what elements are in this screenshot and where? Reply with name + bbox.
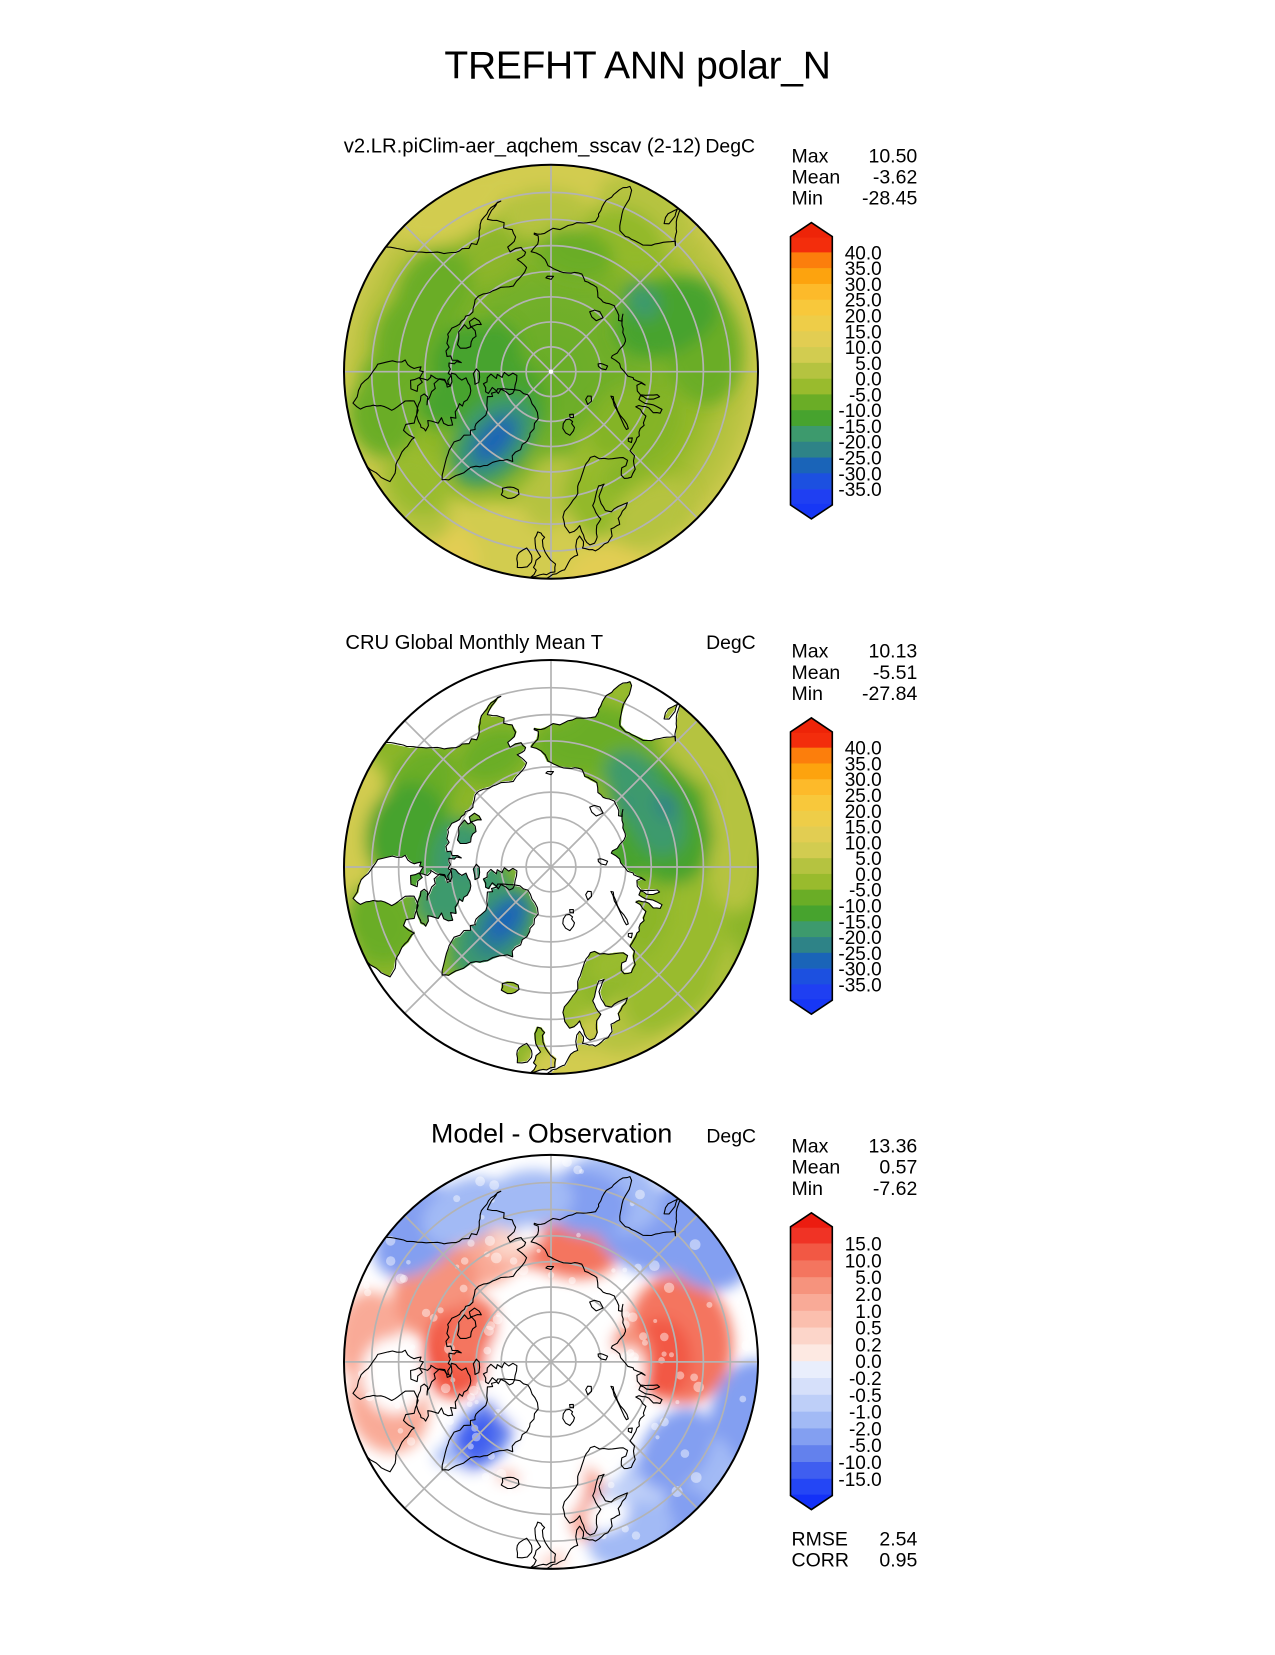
svg-text:Mean: Mean (792, 1157, 841, 1179)
svg-text:10.0: 10.0 (845, 1251, 882, 1272)
svg-text:25.0: 25.0 (845, 786, 882, 807)
svg-text:-30.0: -30.0 (838, 960, 881, 981)
svg-text:Mean: Mean (792, 167, 841, 189)
svg-text:-20.0: -20.0 (838, 433, 881, 454)
svg-text:CRU Global Monthly Mean T: CRU Global Monthly Mean T (345, 632, 603, 654)
svg-text:35.0: 35.0 (845, 259, 882, 280)
svg-text:40.0: 40.0 (845, 243, 882, 264)
svg-text:-2.0: -2.0 (849, 1419, 882, 1440)
svg-text:-35.0: -35.0 (838, 480, 881, 501)
svg-text:0.0: 0.0 (855, 370, 881, 391)
svg-text:CORR: CORR (792, 1550, 849, 1572)
svg-text:Model - Observation: Model - Observation (431, 1119, 672, 1149)
svg-text:-15.0: -15.0 (838, 1470, 881, 1491)
svg-text:13.36: 13.36 (868, 1136, 917, 1158)
svg-text:-15.0: -15.0 (838, 912, 881, 933)
svg-text:-27.84: -27.84 (862, 683, 917, 705)
svg-text:10.0: 10.0 (845, 833, 882, 854)
svg-text:15.0: 15.0 (845, 1235, 882, 1256)
svg-text:Mean: Mean (792, 662, 841, 684)
svg-text:DegC: DegC (705, 135, 755, 157)
svg-text:DegC: DegC (706, 632, 756, 654)
svg-text:30.0: 30.0 (845, 275, 882, 296)
svg-text:30.0: 30.0 (845, 770, 882, 791)
svg-text:-5.0: -5.0 (849, 1436, 882, 1457)
svg-text:10.50: 10.50 (868, 145, 917, 167)
svg-text:0.57: 0.57 (879, 1157, 917, 1179)
svg-text:5.0: 5.0 (855, 354, 881, 375)
svg-text:0.95: 0.95 (879, 1550, 917, 1572)
svg-text:0.5: 0.5 (855, 1319, 881, 1340)
svg-text:-35.0: -35.0 (838, 975, 881, 996)
svg-text:25.0: 25.0 (845, 291, 882, 312)
svg-text:RMSE: RMSE (792, 1529, 848, 1551)
svg-text:Min: Min (792, 188, 823, 210)
svg-text:-0.2: -0.2 (849, 1369, 882, 1390)
svg-text:10.13: 10.13 (868, 641, 917, 663)
svg-text:-5.0: -5.0 (849, 881, 882, 902)
svg-text:TREFHT ANN polar_N: TREFHT ANN polar_N (444, 45, 830, 88)
svg-text:15.0: 15.0 (845, 322, 882, 343)
svg-text:0.0: 0.0 (855, 1352, 881, 1373)
svg-text:-3.62: -3.62 (873, 167, 917, 189)
svg-text:-0.5: -0.5 (849, 1386, 882, 1407)
svg-text:Max: Max (792, 641, 829, 663)
svg-text:15.0: 15.0 (845, 818, 882, 839)
svg-text:-25.0: -25.0 (838, 944, 881, 965)
svg-text:-10.0: -10.0 (838, 897, 881, 918)
svg-text:10.0: 10.0 (845, 338, 882, 359)
svg-text:DegC: DegC (706, 1126, 756, 1148)
svg-text:-28.45: -28.45 (862, 188, 917, 210)
svg-text:2.54: 2.54 (879, 1529, 917, 1551)
svg-text:-5.51: -5.51 (873, 662, 917, 684)
svg-text:35.0: 35.0 (845, 755, 882, 776)
svg-text:-30.0: -30.0 (838, 464, 881, 485)
svg-text:Min: Min (792, 1178, 823, 1200)
svg-text:-15.0: -15.0 (838, 417, 881, 438)
svg-text:-5.0: -5.0 (849, 385, 882, 406)
svg-text:-7.62: -7.62 (873, 1178, 917, 1200)
svg-text:1.0: 1.0 (855, 1302, 881, 1323)
svg-text:-20.0: -20.0 (838, 928, 881, 949)
svg-text:20.0: 20.0 (845, 307, 882, 328)
svg-text:Max: Max (792, 1136, 829, 1158)
svg-text:0.0: 0.0 (855, 865, 881, 886)
svg-text:5.0: 5.0 (855, 1268, 881, 1289)
svg-text:-10.0: -10.0 (838, 1453, 881, 1474)
svg-text:-25.0: -25.0 (838, 449, 881, 470)
svg-text:v2.LR.piClim-aer_aqchem_sscav: v2.LR.piClim-aer_aqchem_sscav (2-12) (344, 135, 701, 157)
svg-text:-1.0: -1.0 (849, 1403, 882, 1424)
svg-text:-10.0: -10.0 (838, 401, 881, 422)
svg-text:40.0: 40.0 (845, 739, 882, 760)
svg-text:0.2: 0.2 (855, 1335, 881, 1356)
svg-text:2.0: 2.0 (855, 1285, 881, 1306)
svg-text:Max: Max (792, 145, 829, 167)
svg-text:5.0: 5.0 (855, 849, 881, 870)
svg-text:20.0: 20.0 (845, 802, 882, 823)
svg-text:Min: Min (792, 683, 823, 705)
